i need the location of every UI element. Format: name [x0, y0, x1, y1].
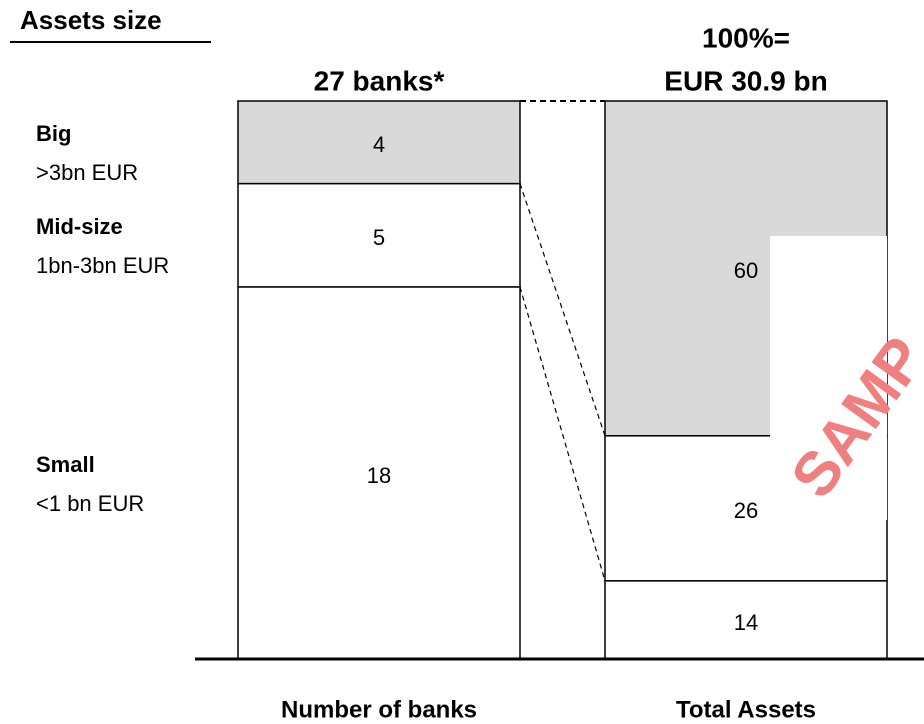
overlay: [770, 236, 887, 520]
series-description: 1bn-3bn EUR: [36, 253, 169, 278]
value-label: 5: [373, 225, 385, 250]
bars: 4 Big >3bn EUR 5 Mid-size 1bn-3bn EUR 18 Small <…: [36, 22, 888, 723]
category-label: Number of banks: [281, 696, 477, 723]
series-name: Small: [36, 452, 95, 477]
series-description: <1 bn EUR: [36, 491, 144, 516]
value-label: 26: [734, 498, 758, 523]
value-label: 18: [367, 463, 391, 488]
bar-segment: [237, 182, 521, 288]
series-name: Mid-size: [36, 214, 123, 239]
series-name: Big: [36, 121, 71, 146]
chart-title: Assets size: [20, 5, 162, 35]
series-description: >3bn EUR: [36, 160, 138, 185]
bar-header: 27 banks*: [314, 65, 445, 96]
bar-header: EUR 30.9 bn: [664, 65, 827, 96]
value-label: 60: [734, 258, 758, 283]
connector: [519, 183, 606, 436]
category-label: Total Assets: [676, 696, 816, 723]
value-label: 14: [734, 610, 758, 635]
bar-segment: [604, 580, 888, 660]
bar-header: 100%=: [702, 22, 790, 53]
value-label: 4: [373, 132, 385, 157]
connector: [519, 286, 606, 582]
